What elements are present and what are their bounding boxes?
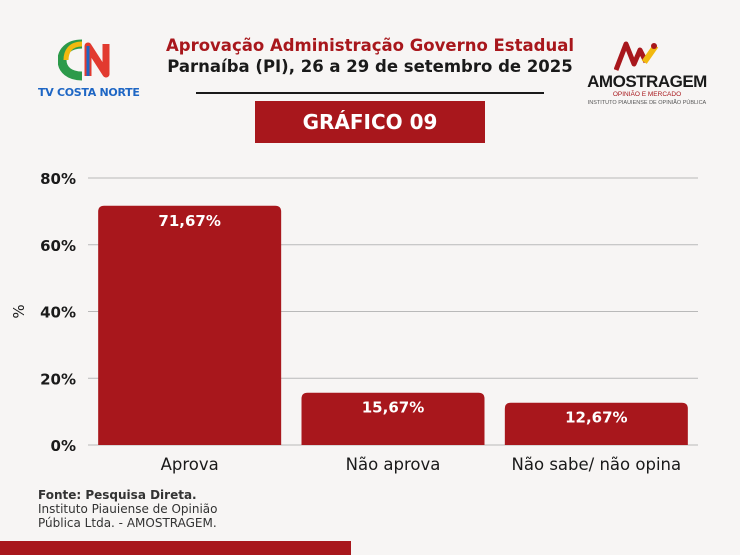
tv-costa-norte-text: TV COSTA NORTE bbox=[38, 86, 140, 99]
bar-data-label: 12,67% bbox=[565, 409, 627, 427]
amostragem-mark-icon bbox=[614, 41, 659, 71]
bottom-accent-bar bbox=[0, 541, 351, 555]
amostragem-brand: AMOSTRAGEM bbox=[587, 72, 707, 91]
bar-data-label: 71,67% bbox=[158, 212, 220, 230]
bar bbox=[504, 402, 688, 445]
x-category-label: Não sabe/ não opina bbox=[512, 455, 682, 474]
bar-data-label: 15,67% bbox=[362, 399, 424, 417]
tv-costa-norte-logo: TV COSTA NORTE bbox=[38, 38, 148, 102]
footer: Fonte: Pesquisa Direta. Instituto Piauie… bbox=[38, 488, 358, 530]
amostragem-tagline: OPINIÃO E MERCADO bbox=[612, 91, 682, 98]
footer-source: Fonte: Pesquisa Direta. bbox=[38, 488, 197, 502]
footer-institute-line2: Pública Ltda. - AMOSTRAGEM. bbox=[38, 516, 217, 530]
y-tick-label: 80% bbox=[40, 170, 76, 188]
page-title: Aprovação Administração Governo Estadual bbox=[166, 36, 574, 55]
y-tick-label: 0% bbox=[51, 437, 76, 455]
y-axis-label: % bbox=[10, 304, 28, 318]
chart-number-badge: GRÁFICO 09 bbox=[255, 101, 485, 143]
footer-institute-line1: Instituto Piauiense de Opinião bbox=[38, 502, 218, 516]
x-category-label: Não aprova bbox=[346, 455, 441, 474]
bar-chart: 0% 20% 40% 60% 80%% 71,67% Aprova 15,67% Não apr… bbox=[10, 170, 698, 474]
y-tick-label: 40% bbox=[40, 304, 76, 322]
bar bbox=[98, 205, 282, 445]
y-tick-label: 20% bbox=[40, 370, 76, 388]
y-tick-label: 60% bbox=[40, 237, 76, 255]
x-category-label: Aprova bbox=[161, 455, 219, 474]
amostragem-institute: INSTITUTO PIAUIENSE DE OPINIÃO PÚBLICA bbox=[587, 100, 707, 106]
page-subtitle: Parnaíba (PI), 26 a 29 de setembro de 20… bbox=[167, 57, 573, 76]
tv-costa-norte-mark-icon bbox=[58, 39, 110, 81]
title-block: Aprovação Administração Governo Estadual… bbox=[150, 36, 590, 76]
title-divider bbox=[196, 92, 544, 94]
bar bbox=[301, 392, 485, 445]
amostragem-logo: AMOSTRAGEM OPINIÃO E MERCADO INSTITUTO P… bbox=[582, 38, 712, 112]
